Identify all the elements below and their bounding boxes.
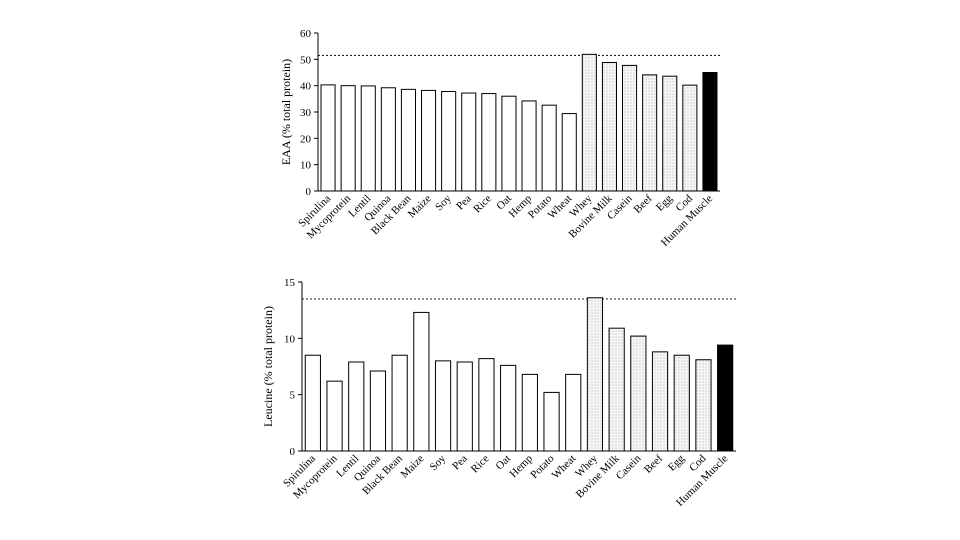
category-label: Soy <box>428 452 449 473</box>
y-tick-label: 10 <box>284 333 296 345</box>
bar-human-muscle <box>717 344 734 452</box>
bar-lentil <box>360 85 376 192</box>
bar-spirulina <box>320 84 336 192</box>
bar-spirulina <box>304 354 321 452</box>
bar-quinoa <box>369 370 387 452</box>
bar-maize <box>413 311 430 452</box>
bar-cod <box>682 84 698 192</box>
bar-mycoprotein <box>326 380 343 452</box>
category-label: Beef <box>642 452 665 475</box>
bar-whey <box>586 297 604 452</box>
category-label: Maize <box>406 193 434 221</box>
category-label: Rice <box>469 453 492 476</box>
category-label: Egg <box>654 192 675 213</box>
y-tick-label: 50 <box>300 54 312 66</box>
y-tick-label: 60 <box>300 28 312 40</box>
category-label: Egg <box>666 452 687 473</box>
bar-casein <box>622 64 638 192</box>
bar-maize <box>421 89 437 192</box>
y-tick-label: 10 <box>300 160 312 172</box>
bar-human-muscle <box>702 72 718 192</box>
y-tick-label: 30 <box>300 107 312 119</box>
bar-rice <box>478 358 495 452</box>
bar-pea <box>456 361 473 452</box>
bar-egg <box>662 75 678 192</box>
bar-soy <box>441 90 457 192</box>
bar-mycoprotein <box>340 85 356 192</box>
category-label: Soy <box>433 192 454 213</box>
bar-oat <box>500 364 517 452</box>
category-label: Maize <box>399 453 427 481</box>
y-axis-label: EAA (% total protein) <box>279 59 293 165</box>
category-label: Casein <box>614 452 644 482</box>
category-label: Rice <box>471 193 494 216</box>
bar-lentil <box>348 361 365 452</box>
bar-black-bean <box>400 88 416 192</box>
y-tick-label: 20 <box>300 133 312 145</box>
y-tick-label: 0 <box>290 446 296 458</box>
y-axis-label: Leucine (% total protein) <box>261 306 275 427</box>
bar-casein <box>630 335 647 452</box>
bar-rice <box>481 93 497 192</box>
bar-whey <box>581 53 597 192</box>
bar-wheat <box>565 373 582 452</box>
y-tick-label: 0 <box>306 186 312 198</box>
bar-pea <box>461 92 477 192</box>
category-label: Pea <box>454 193 474 213</box>
y-tick-label: 5 <box>290 390 296 402</box>
bar-hemp <box>521 100 537 192</box>
category-label: Beef <box>632 192 655 215</box>
y-tick-label: 15 <box>284 277 296 289</box>
category-label: Pea <box>450 453 470 473</box>
bar-black-bean <box>391 354 408 452</box>
bar-hemp <box>521 373 538 452</box>
category-label: Wheat <box>550 453 579 482</box>
bar-potato <box>541 104 557 192</box>
bar-potato <box>543 391 560 452</box>
bar-egg <box>673 354 690 452</box>
bar-beef <box>642 74 658 192</box>
bar-beef <box>651 351 669 452</box>
bar-bovine-milk <box>608 327 625 452</box>
bar-wheat <box>561 113 577 192</box>
bar-cod <box>695 359 712 452</box>
bar-soy <box>434 360 452 452</box>
bar-oat <box>501 95 517 192</box>
y-tick-label: 40 <box>300 81 312 93</box>
bar-bovine-milk <box>601 61 617 192</box>
bar-quinoa <box>380 87 396 192</box>
